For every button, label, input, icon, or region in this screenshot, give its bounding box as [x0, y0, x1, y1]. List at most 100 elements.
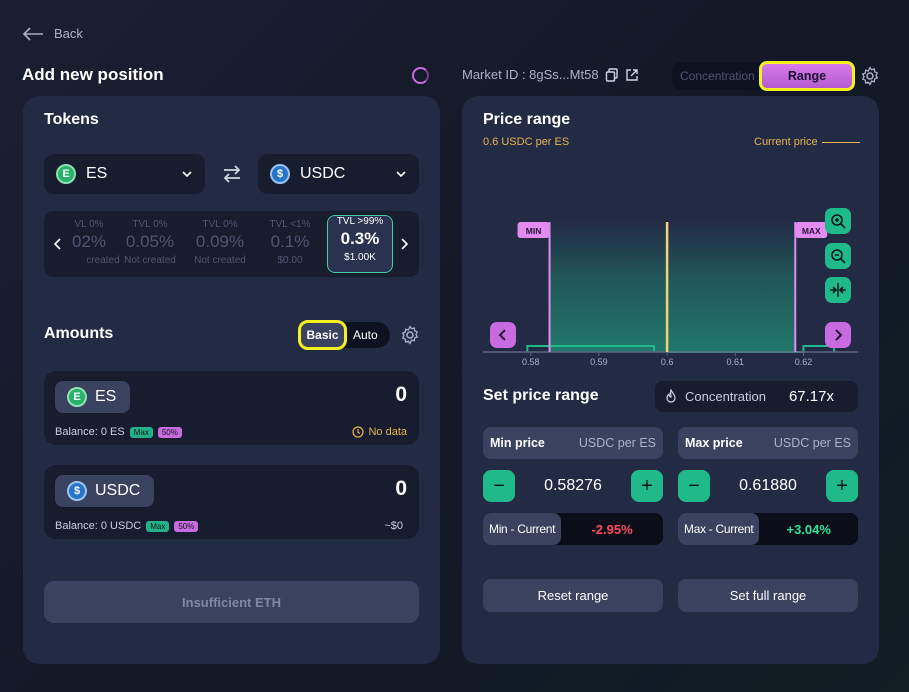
price-range-chart[interactable]: 0.58 0.59 0.6 0.61 0.62 MIN MAX	[483, 160, 858, 375]
usd-value: ~$0	[384, 520, 403, 532]
min-increment-button[interactable]: +	[631, 470, 663, 502]
balance-usdc: Balance: 0 USDC Max 50%	[55, 520, 199, 532]
current-price-legend-line	[821, 141, 860, 143]
balance-es: Balance: 0 ES Max 50%	[55, 426, 182, 438]
current-price-legend: Current price	[754, 136, 860, 148]
gear-icon[interactable]	[400, 325, 420, 345]
max-tag[interactable]: MAX	[795, 222, 828, 238]
max-price-label: Max price	[685, 436, 743, 450]
x-tick-label: 0.59	[590, 357, 608, 367]
amount-input-es[interactable]: 0	[395, 383, 407, 406]
token-a-select[interactable]: E ES	[44, 154, 205, 194]
chevron-left-icon	[498, 329, 506, 341]
fee-tier-item[interactable]: TVL <1% 0.1% $0.00	[258, 219, 322, 266]
chevron-down-icon	[396, 171, 406, 178]
right-panel	[462, 96, 879, 664]
amount-token-label: ES	[95, 388, 117, 405]
no-data-label: No data	[368, 426, 407, 438]
x-tick-label: 0.6	[661, 357, 674, 367]
center-range-button[interactable]	[825, 277, 851, 303]
set-price-range-title: Set price range	[483, 387, 599, 404]
mode-range-tab[interactable]: Range	[759, 61, 855, 91]
min-tag-label: MIN	[526, 226, 542, 236]
max-tag-box	[795, 222, 828, 238]
min-price-stepper: − 0.58276 +	[483, 470, 663, 502]
max-price-unit: USDC per ES	[773, 436, 851, 450]
fee-tier-status: Not created	[124, 255, 176, 266]
fee-tier-selector: VL 0% 02% created TVL 0% 0.05% Not creat…	[44, 211, 419, 277]
max-price-stepper: − 0.61880 +	[678, 470, 858, 502]
auto-mode-button[interactable]: Auto	[353, 328, 378, 342]
usdc-token-icon: $	[67, 481, 87, 501]
min-price-header: Min price USDC per ES	[483, 427, 663, 459]
chevron-left-icon[interactable]	[53, 238, 63, 250]
chevron-right-icon	[835, 329, 843, 341]
max-current-delta: Max - Current +3.04%	[678, 513, 858, 545]
mode-concentration-tab[interactable]: Concentration	[680, 69, 755, 83]
zoom-in-button[interactable]	[825, 208, 851, 234]
zoom-out-icon	[831, 249, 846, 264]
amount-input-usdc[interactable]: 0	[395, 477, 407, 500]
submit-button[interactable]: Insufficient ETH	[44, 581, 419, 623]
fee-tier-item[interactable]: TVL 0% 0.05% Not created	[118, 219, 182, 266]
max-price-input[interactable]: 0.61880	[739, 477, 797, 494]
market-id-label: Market ID : 8gSs...Mt58	[462, 67, 599, 82]
half-button[interactable]: 50%	[174, 520, 199, 532]
amount-token-usdc: $ USDC	[55, 475, 155, 507]
usdc-token-icon: $	[270, 164, 290, 184]
amount-card-es: E ES 0 Balance: 0 ES Max 50% No data	[44, 371, 419, 445]
fee-tier-fee: 02%	[71, 232, 107, 251]
balance-text: Balance: 0 USDC	[55, 520, 142, 532]
concentration-label: Concentration	[685, 389, 766, 404]
fee-tier-item[interactable]: TVL 0% 0.09% Not created	[188, 219, 252, 266]
page-title: Add new position	[22, 65, 164, 84]
flame-icon	[666, 389, 676, 403]
fee-tier-item[interactable]: VL 0% 02% created	[57, 219, 121, 266]
fee-tier-status: Not created	[194, 255, 246, 266]
min-current-delta: Min - Current -2.95%	[483, 513, 663, 545]
balance-text: Balance: 0 ES	[55, 426, 125, 438]
max-delta-label: Max - Current	[678, 513, 760, 545]
amount-token-label: USDC	[95, 482, 141, 499]
x-tick-label: 0.62	[795, 357, 813, 367]
min-delta-label: Min - Current	[483, 513, 562, 545]
token-b-select[interactable]: $ USDC	[258, 154, 419, 194]
fee-tier-tvl: TVL 0%	[132, 219, 168, 230]
tokens-title: Tokens	[44, 111, 99, 128]
max-button[interactable]: Max	[146, 520, 170, 532]
min-tag[interactable]: MIN	[517, 222, 550, 238]
back-button[interactable]: Back	[22, 26, 83, 41]
max-decrement-button[interactable]: −	[678, 470, 710, 502]
max-button[interactable]: Max	[129, 426, 153, 438]
chevron-right-icon[interactable]	[399, 238, 409, 250]
copy-icon[interactable]	[605, 67, 619, 82]
fee-tier-fee: 0.05%	[125, 232, 175, 251]
max-price-header: Max price USDC per ES	[678, 427, 858, 459]
fee-tier-tvl: VL 0%	[74, 219, 104, 230]
half-button[interactable]: 50%	[157, 426, 182, 438]
full-range-button[interactable]: Set full range	[678, 579, 858, 612]
basic-mode-button[interactable]: Basic	[298, 320, 347, 350]
min-tag-box	[517, 222, 550, 238]
reset-range-button[interactable]: Reset range	[483, 579, 663, 612]
chart-left-button[interactable]	[490, 322, 516, 348]
chevron-down-icon	[182, 171, 192, 178]
swap-icon[interactable]	[221, 164, 243, 184]
max-tag-label: MAX	[802, 226, 821, 236]
fee-tier-fee: 0.3%	[340, 229, 380, 248]
clock-icon	[352, 426, 365, 438]
external-link-icon[interactable]	[625, 68, 639, 82]
fee-tier-item-selected[interactable]: TVL >99% 0.3% $1.00K	[327, 215, 393, 273]
no-data-status: No data	[352, 426, 407, 438]
settings-gear-icon[interactable]	[860, 66, 880, 86]
fee-tier-tvl: TVL <1%	[269, 219, 311, 230]
chart-right-button[interactable]	[825, 322, 851, 348]
min-decrement-button[interactable]: −	[483, 470, 515, 502]
min-price-input[interactable]: 0.58276	[544, 477, 602, 494]
max-increment-button[interactable]: +	[826, 470, 858, 502]
arrow-left-icon	[22, 26, 43, 41]
zoom-out-button[interactable]	[825, 243, 851, 269]
fee-tier-status: $0.00	[277, 255, 303, 266]
current-price-value: 0.6 USDC per ES	[483, 136, 570, 148]
amount-card-usdc: $ USDC 0 Balance: 0 USDC Max 50% ~$0	[44, 465, 419, 539]
